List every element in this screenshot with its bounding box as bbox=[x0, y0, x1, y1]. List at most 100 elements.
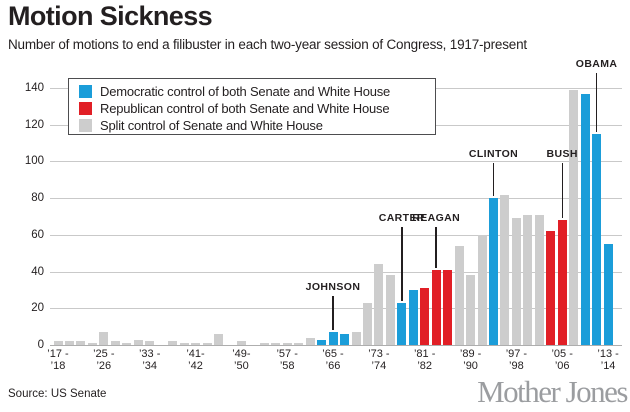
bar-1995-96 bbox=[500, 194, 510, 345]
bar-1989-90 bbox=[466, 275, 476, 345]
y-axis-tick-140: 140 bbox=[24, 82, 44, 94]
bar-1937-38 bbox=[168, 341, 178, 345]
annotation-line-johnson bbox=[332, 296, 334, 331]
bar-1943-44 bbox=[202, 343, 212, 345]
bar-1931-32 bbox=[133, 339, 143, 345]
bar-1933-34 bbox=[145, 341, 155, 345]
x-axis-tick-1925-26: ’25 - ’26 bbox=[93, 348, 115, 372]
legend-item-split: Split control of Senate and White House bbox=[69, 117, 435, 134]
x-axis-tick-2013-14: ’13 - ’14 bbox=[597, 348, 619, 372]
x-axis-tick-1957-58: ’57 - ’58 bbox=[276, 348, 298, 372]
x-axis-tick-1973-74: ’73 - ’74 bbox=[368, 348, 390, 372]
bar-1949-50 bbox=[236, 341, 246, 345]
annotation-johnson: JOHNSON bbox=[305, 281, 361, 293]
x-axis-tick-1917-18: ’17 - ’18 bbox=[47, 348, 69, 372]
bar-1925-26 bbox=[99, 332, 109, 345]
bar-1927-28 bbox=[110, 341, 120, 345]
bar-1967-68 bbox=[340, 334, 349, 345]
bar-1941-42 bbox=[191, 343, 200, 345]
y-axis-tick-0: 0 bbox=[37, 339, 44, 351]
bar-1921-22 bbox=[76, 341, 86, 345]
annotation-line-carter bbox=[401, 227, 403, 301]
legend-item-democratic: Democratic control of both Senate and Wh… bbox=[69, 83, 435, 100]
y-axis-tick-60: 60 bbox=[31, 228, 44, 241]
bar-2003-04 bbox=[546, 231, 556, 345]
gridline-80 bbox=[50, 198, 622, 200]
bar-1957-58 bbox=[282, 343, 292, 345]
republican-swatch-icon bbox=[79, 102, 92, 115]
bar-1955-56 bbox=[271, 343, 281, 345]
gridline-100 bbox=[50, 161, 622, 163]
bar-2005-06 bbox=[557, 220, 567, 345]
x-axis-tick-1933-34: ’33 - ’34 bbox=[138, 348, 161, 372]
y-axis-tick-120: 120 bbox=[24, 118, 44, 131]
legend-label: Republican control of both Senate and Wh… bbox=[100, 101, 390, 116]
bar-1975-76 bbox=[385, 275, 395, 345]
bar-1991-92 bbox=[477, 234, 487, 345]
bar-1945-46 bbox=[213, 334, 223, 345]
annotation-line-reagan bbox=[435, 227, 437, 268]
legend-item-republican: Republican control of both Senate and Wh… bbox=[69, 100, 435, 117]
bar-1983-84 bbox=[431, 269, 441, 345]
gridline-40 bbox=[50, 271, 622, 273]
bar-1917-18 bbox=[53, 341, 63, 345]
x-axis-tick-1997-98: ’97 - ’98 bbox=[505, 348, 528, 372]
bar-1961-62 bbox=[305, 337, 315, 345]
bar-1999-00 bbox=[523, 214, 533, 345]
bar-2013-14 bbox=[603, 244, 613, 345]
page-title: Motion Sickness bbox=[8, 1, 213, 31]
bar-1959-60 bbox=[294, 343, 304, 345]
x-axis-tick-1965-66: ’65 - ’66 bbox=[322, 348, 344, 372]
bar-1919-20 bbox=[65, 341, 74, 345]
annotation-line-bush bbox=[561, 163, 563, 219]
bar-2007-08 bbox=[569, 89, 579, 345]
y-axis-tick-80: 80 bbox=[31, 192, 44, 205]
y-axis-tick-100: 100 bbox=[24, 155, 44, 168]
bar-1979-80 bbox=[408, 289, 418, 345]
bar-2009-10 bbox=[580, 93, 590, 345]
bar-1973-74 bbox=[374, 264, 384, 345]
bar-1985-86 bbox=[443, 269, 453, 345]
annotation-carter: CARTER bbox=[378, 212, 425, 224]
bar-2011-12 bbox=[592, 133, 602, 345]
bar-1977-78 bbox=[397, 302, 407, 345]
split-swatch-icon bbox=[79, 119, 92, 132]
legend-label: Split control of Senate and White House bbox=[100, 118, 323, 133]
bar-1963-64 bbox=[317, 339, 327, 345]
mother-jones-logo: Mother Jones bbox=[477, 374, 628, 409]
annotation-clinton: CLINTON bbox=[468, 148, 519, 160]
bar-1939-40 bbox=[179, 343, 189, 345]
bar-1997-98 bbox=[511, 218, 521, 345]
y-axis-tick-20: 20 bbox=[31, 302, 44, 315]
x-axis-tick-1949-50: ’49- ’50 bbox=[232, 348, 251, 372]
bar-1993-94 bbox=[489, 198, 498, 345]
gridline-20 bbox=[50, 308, 622, 310]
x-axis-tick-1989-90: ’89 - ’90 bbox=[459, 348, 482, 372]
x-axis-tick-1981-82: ’81 - ’82 bbox=[413, 348, 436, 372]
annotation-line-obama bbox=[595, 73, 598, 132]
bar-1987-88 bbox=[454, 245, 464, 345]
democratic-swatch-icon bbox=[79, 85, 92, 98]
annotation-bush: BUSH bbox=[546, 148, 578, 160]
gridline-0 bbox=[50, 345, 622, 346]
bar-2001-02 bbox=[534, 214, 544, 345]
gridline-60 bbox=[50, 234, 622, 236]
y-axis-tick-40: 40 bbox=[31, 265, 44, 278]
annotation-obama: OBAMA bbox=[575, 58, 618, 70]
legend-label: Democratic control of both Senate and Wh… bbox=[100, 84, 391, 99]
chart-subtitle: Number of motions to end a filibuster in… bbox=[8, 37, 527, 52]
legend-box: Democratic control of both Senate and Wh… bbox=[68, 78, 436, 135]
bar-1971-72 bbox=[362, 302, 372, 345]
source-note: Source: US Senate bbox=[8, 388, 107, 400]
bar-1923-24 bbox=[87, 343, 97, 345]
bar-1929-30 bbox=[122, 343, 132, 345]
bar-1953-54 bbox=[259, 343, 269, 345]
bar-1981-82 bbox=[420, 288, 430, 345]
bar-1965-66 bbox=[328, 332, 338, 345]
annotation-reagan: REAGAN bbox=[412, 212, 461, 224]
x-axis-tick-2005-06: ’05 - ’06 bbox=[551, 348, 573, 372]
bar-1969-70 bbox=[351, 332, 361, 345]
annotation-line-clinton bbox=[492, 163, 495, 197]
x-axis-tick-1941-42: ’41- ’42 bbox=[186, 348, 205, 372]
